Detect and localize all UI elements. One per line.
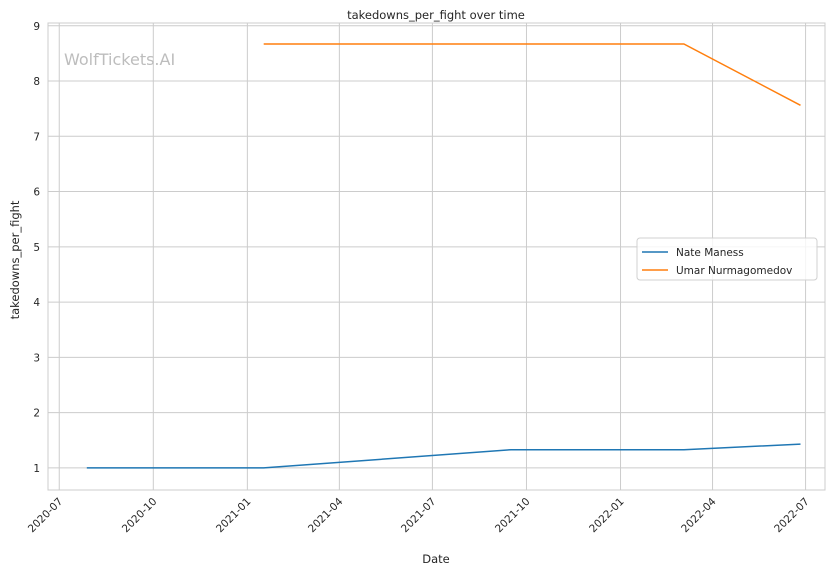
x-tick-label: 2022-04 (679, 495, 719, 535)
x-axis-label: Date (422, 552, 450, 566)
y-tick-label: 4 (33, 297, 40, 309)
series-line-umar-nurmagomedov (263, 43, 801, 106)
y-axis-label: takedowns_per_fight (8, 200, 22, 319)
y-tick-label: 3 (33, 352, 40, 364)
y-tick-label: 8 (33, 76, 40, 88)
series-line-nate-maness (86, 443, 801, 469)
x-tick-label: 2020-10 (120, 496, 160, 536)
y-tick-label: 2 (33, 408, 40, 420)
y-tick-label: 7 (33, 131, 40, 143)
chart-title: takedowns_per_fight over time (347, 8, 525, 22)
x-tick-label: 2021-04 (306, 495, 346, 535)
legend-label: Umar Nurmagomedov (676, 265, 792, 277)
x-tick-label: 2020-07 (26, 496, 66, 536)
y-tick-label: 1 (33, 463, 40, 475)
legend: Nate Maness Umar Nurmagomedov (636, 237, 818, 281)
legend-label: Nate Maness (676, 247, 744, 259)
y-tick-label: 9 (33, 21, 40, 33)
x-tick-label: 2021-07 (399, 496, 439, 536)
y-tick-label: 6 (33, 187, 40, 199)
series-lines (86, 43, 801, 469)
x-tick-label: 2021-10 (493, 496, 533, 536)
y-tick-label: 5 (33, 242, 40, 254)
x-tick-label: 2022-07 (772, 496, 812, 536)
x-tick-label: 2021-01 (214, 496, 254, 536)
x-tick-label: 2022-01 (587, 496, 627, 536)
watermark: WolfTickets.AI (64, 50, 175, 69)
